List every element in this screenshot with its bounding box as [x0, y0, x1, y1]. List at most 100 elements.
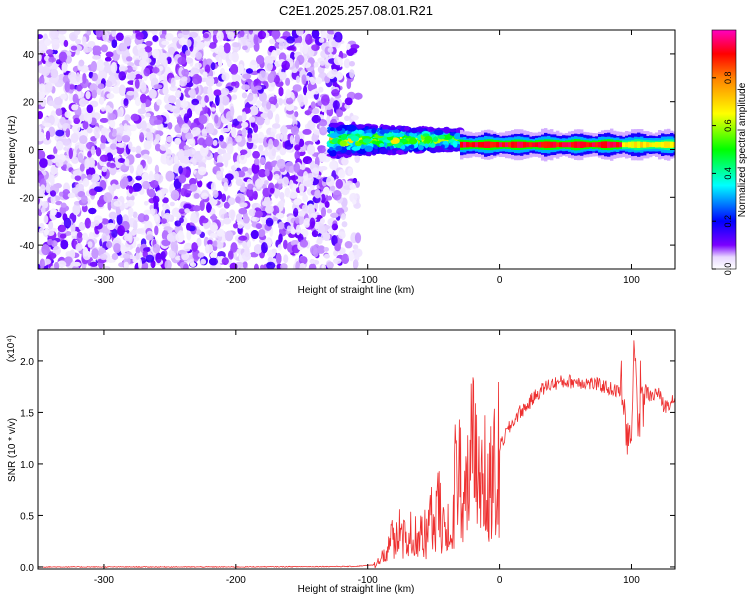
noise-speck	[44, 228, 49, 235]
noise-speck	[186, 222, 191, 231]
noise-speck	[102, 235, 107, 242]
noise-speck	[326, 261, 334, 269]
noise-speck	[43, 122, 52, 128]
noise-speck	[272, 123, 281, 129]
noise-speck	[256, 100, 262, 109]
noise-speck	[124, 158, 130, 167]
noise-speck	[307, 144, 316, 155]
noise-speck	[183, 148, 193, 157]
noise-speck	[331, 223, 338, 231]
noise-speck	[127, 62, 135, 67]
noise-speck	[121, 135, 131, 143]
noise-speck	[209, 257, 218, 266]
noise-speck	[138, 258, 142, 269]
noise-speck	[216, 162, 224, 168]
noise-speck	[103, 192, 113, 203]
noise-speck	[324, 253, 330, 259]
noise-speck	[269, 187, 275, 194]
noise-speck	[231, 81, 237, 87]
noise-speck	[319, 166, 328, 171]
noise-speck	[44, 116, 49, 123]
noise-speck	[214, 114, 219, 124]
noise-speck	[153, 119, 163, 125]
noise-speck	[57, 33, 64, 39]
noise-speck	[303, 85, 308, 96]
noise-speck	[216, 170, 222, 178]
noise-speck	[321, 263, 327, 269]
noise-speck	[140, 93, 147, 104]
noise-speck	[110, 143, 117, 150]
noise-speck	[153, 213, 159, 223]
noise-speck	[86, 104, 94, 114]
noise-speck	[286, 46, 296, 51]
noise-speck	[141, 172, 149, 182]
noise-speck	[330, 212, 339, 218]
noise-speck	[265, 217, 274, 227]
noise-speck	[38, 227, 44, 234]
noise-speck	[205, 136, 214, 147]
noise-speck	[258, 144, 264, 152]
noise-speck	[132, 54, 142, 62]
noise-speck	[164, 259, 172, 269]
noise-speck	[106, 162, 112, 168]
noise-speck	[263, 180, 269, 185]
noise-speck	[299, 264, 304, 269]
noise-speck	[309, 259, 315, 264]
noise-speck	[326, 208, 333, 214]
noise-speck	[128, 207, 134, 217]
noise-speck	[160, 251, 166, 260]
noise-speck	[57, 224, 66, 233]
noise-speck	[319, 218, 325, 224]
noise-speck	[239, 30, 245, 38]
noise-speck	[97, 198, 105, 208]
noise-speck	[55, 200, 63, 206]
noise-speck	[154, 174, 164, 182]
noise-speck	[317, 236, 323, 245]
noise-speck	[140, 82, 147, 93]
noise-speck	[221, 95, 230, 106]
noise-speck	[87, 114, 93, 125]
noise-speck	[197, 166, 207, 176]
noise-speck	[338, 231, 346, 239]
noise-speck	[290, 228, 297, 235]
noise-speck	[299, 183, 305, 194]
noise-speck	[101, 107, 106, 112]
noise-speck	[87, 151, 92, 158]
noise-speck	[204, 95, 210, 103]
noise-speck	[222, 217, 232, 225]
noise-speck	[106, 222, 116, 230]
noise-speck	[82, 73, 87, 84]
noise-speck	[236, 213, 243, 222]
noise-speck	[354, 92, 363, 100]
noise-speck	[168, 46, 176, 55]
noise-speck	[41, 201, 49, 209]
noise-speck	[81, 99, 89, 105]
noise-speck	[315, 77, 323, 85]
noise-speck	[186, 138, 195, 145]
noise-speck	[162, 197, 169, 204]
noise-speck	[331, 89, 340, 97]
noise-speck	[92, 55, 101, 60]
noise-speck	[228, 250, 234, 260]
noise-speck	[285, 103, 295, 111]
noise-speck	[110, 62, 118, 74]
noise-speck	[278, 86, 284, 97]
noise-speck	[337, 169, 346, 179]
noise-speck	[205, 122, 215, 134]
noise-speck	[241, 166, 249, 172]
noise-speck	[123, 123, 128, 132]
noise-speck	[235, 178, 243, 186]
noise-speck	[72, 265, 80, 269]
noise-speck	[227, 31, 235, 40]
noise-speck	[300, 164, 306, 171]
noise-speck	[102, 32, 109, 42]
noise-speck	[132, 65, 138, 71]
noise-speck	[78, 222, 86, 231]
noise-speck	[210, 232, 218, 238]
noise-speck	[271, 248, 277, 254]
noise-speck	[79, 163, 85, 172]
noise-speck	[168, 95, 177, 104]
noise-speck	[186, 39, 192, 48]
noise-speck	[99, 118, 109, 123]
noise-speck	[77, 231, 83, 238]
